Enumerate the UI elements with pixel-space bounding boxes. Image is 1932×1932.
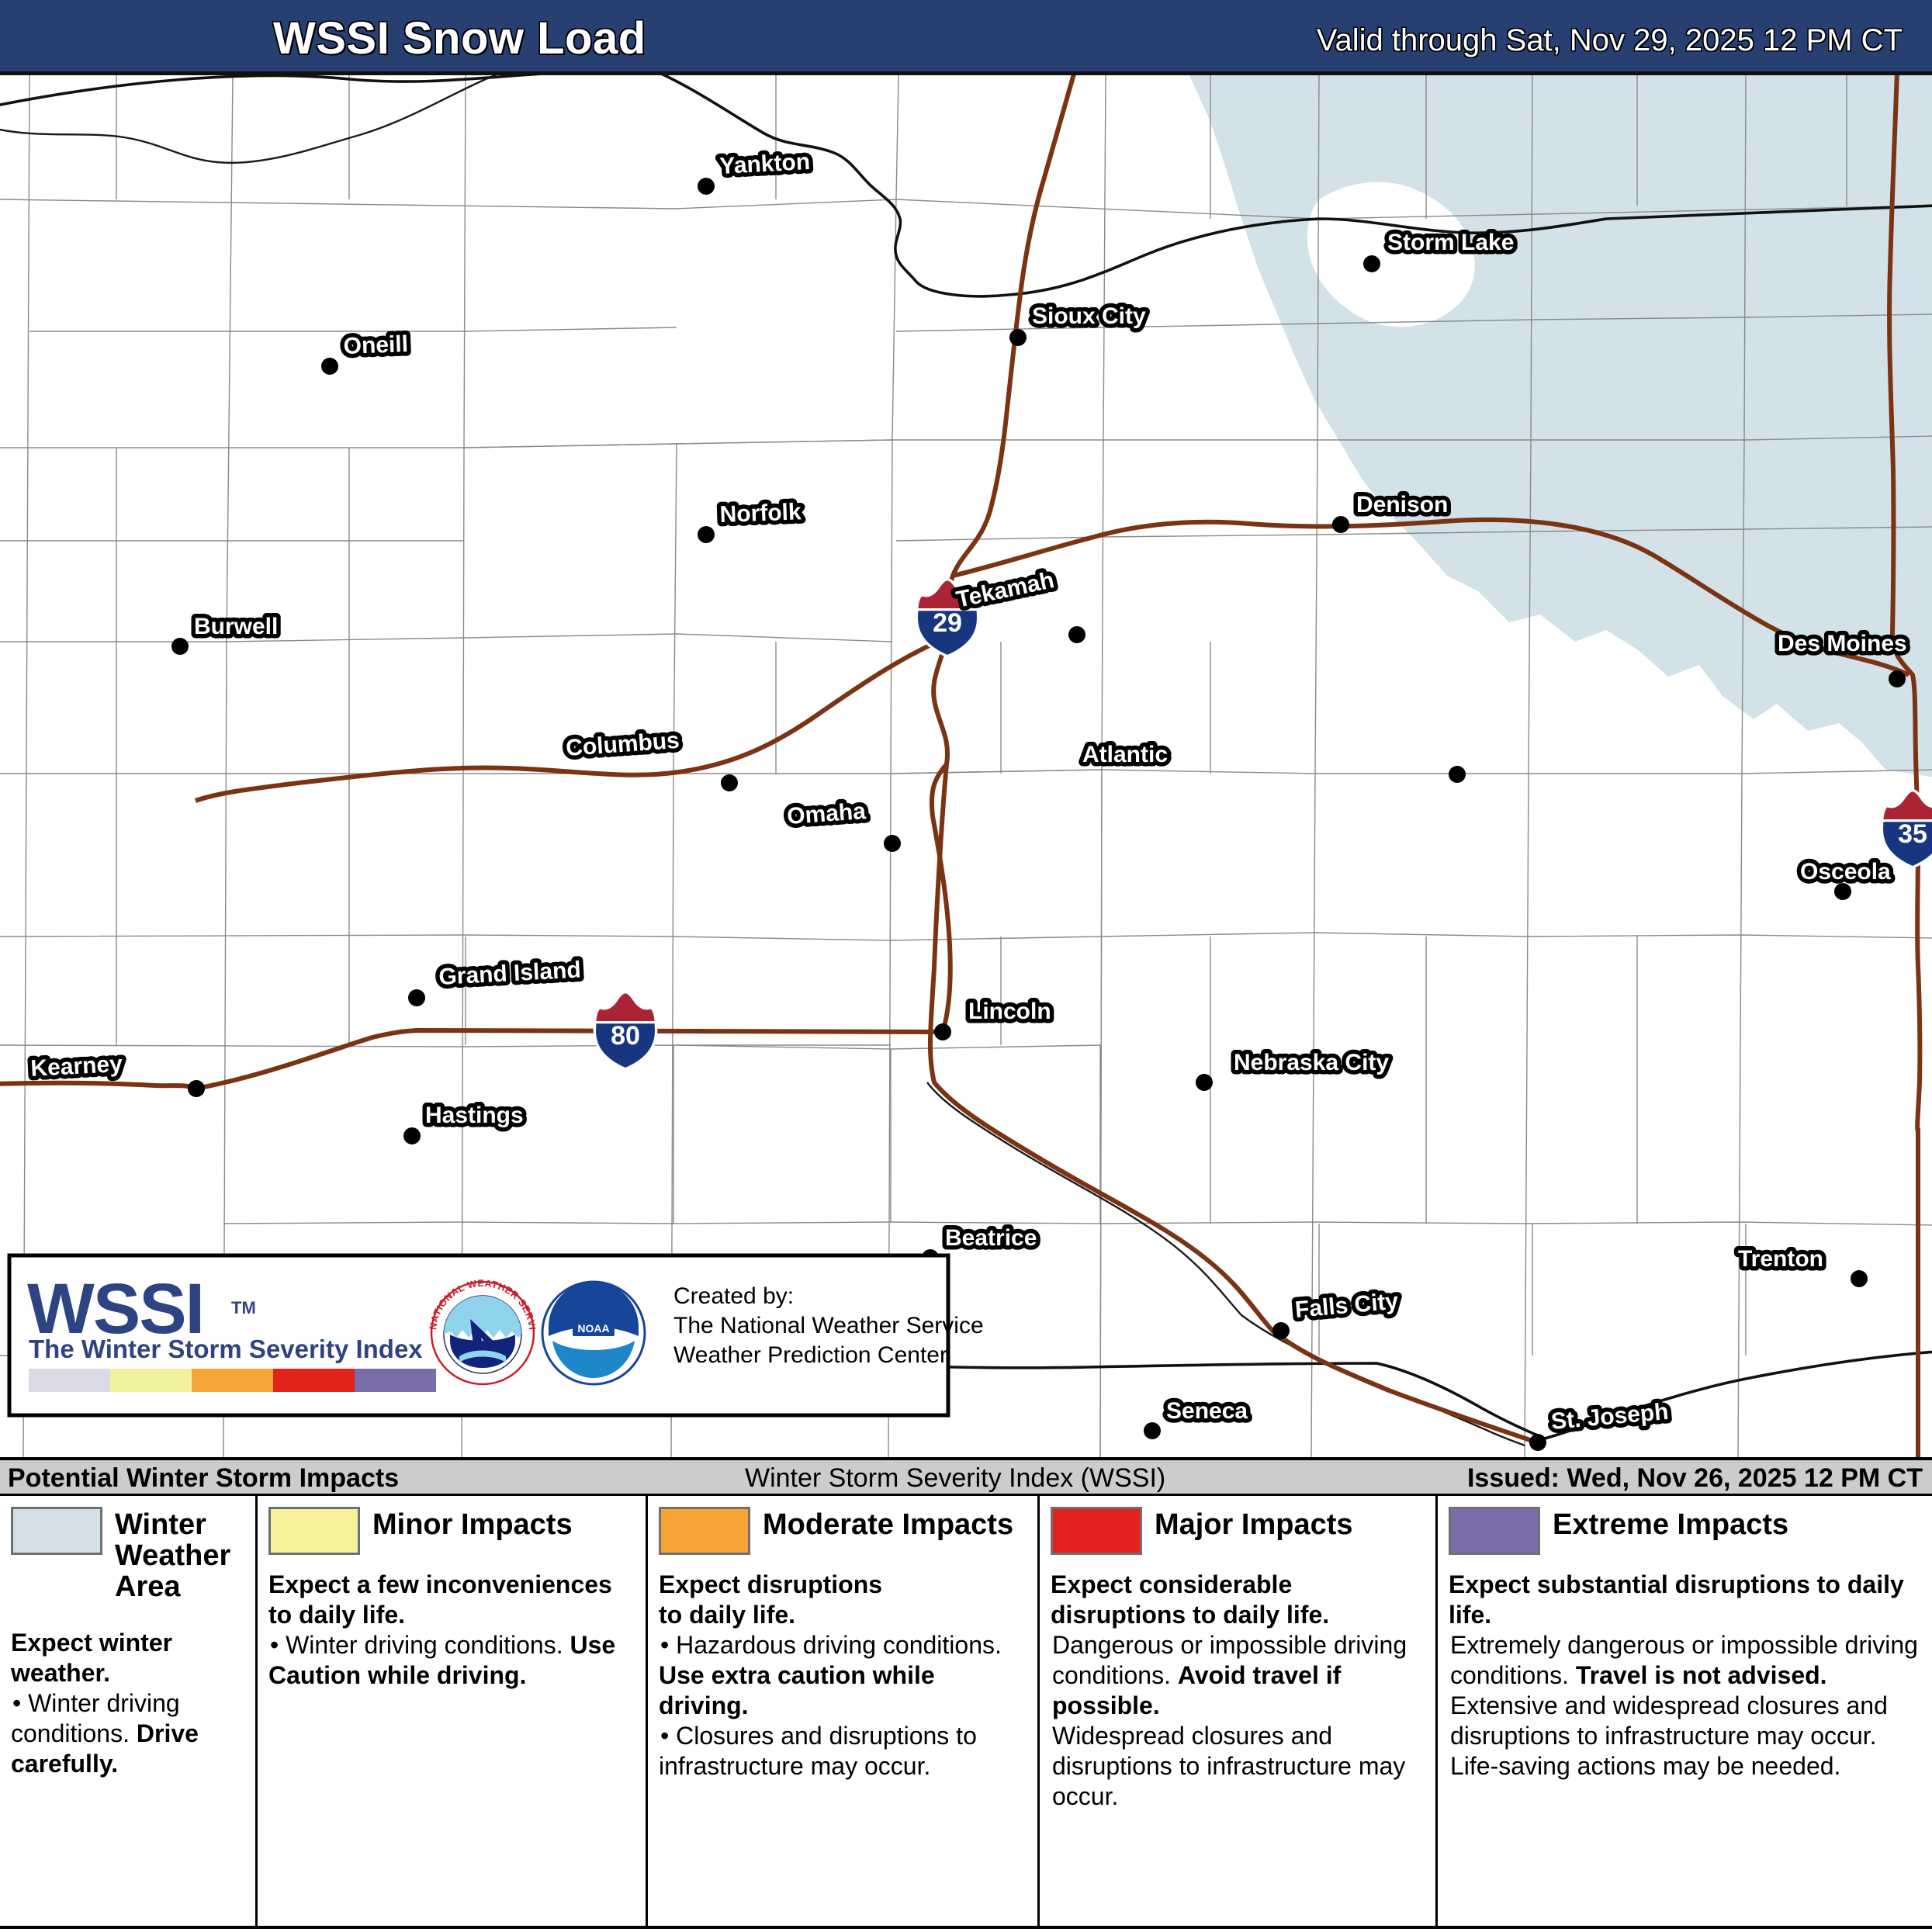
svg-text:Nebraska City: Nebraska City <box>1234 1050 1389 1075</box>
svg-text:Trenton: Trenton <box>1738 1246 1823 1272</box>
svg-text:Oneill: Oneill <box>343 331 408 359</box>
svg-text:80: 80 <box>611 1021 640 1051</box>
svg-text:Kearney: Kearney <box>30 1051 123 1082</box>
svg-text:Hastings: Hastings <box>425 1103 524 1128</box>
svg-text:Sioux City: Sioux City <box>1032 303 1146 329</box>
svg-text:Yankton: Yankton <box>719 149 811 179</box>
svg-text:Beatrice: Beatrice <box>945 1225 1037 1251</box>
svg-text:Tekamah: Tekamah <box>954 567 1057 613</box>
svg-text:Seneca: Seneca <box>1166 1398 1248 1424</box>
svg-text:Osceola: Osceola <box>1800 859 1891 885</box>
svg-text:Storm Lake: Storm Lake <box>1387 230 1514 255</box>
svg-text:Atlantic: Atlantic <box>1082 742 1168 767</box>
svg-text:Denison: Denison <box>1356 492 1448 518</box>
svg-text:Burwell: Burwell <box>194 614 278 639</box>
svg-text:Des Moines: Des Moines <box>1778 631 1907 656</box>
svg-text:Hebron: Hebron <box>681 1268 764 1297</box>
svg-text:Omaha: Omaha <box>786 798 867 829</box>
svg-text:Lincoln: Lincoln <box>968 999 1051 1024</box>
svg-text:Norfolk: Norfolk <box>719 499 802 528</box>
svg-text:St. Joseph: St. Joseph <box>1550 1399 1670 1435</box>
svg-text:Columbus: Columbus <box>565 728 680 761</box>
svg-text:29: 29 <box>933 608 962 638</box>
svg-text:Falls City: Falls City <box>1294 1288 1400 1323</box>
svg-text:35: 35 <box>1898 819 1927 849</box>
svg-text:Grand Island: Grand Island <box>438 957 582 990</box>
